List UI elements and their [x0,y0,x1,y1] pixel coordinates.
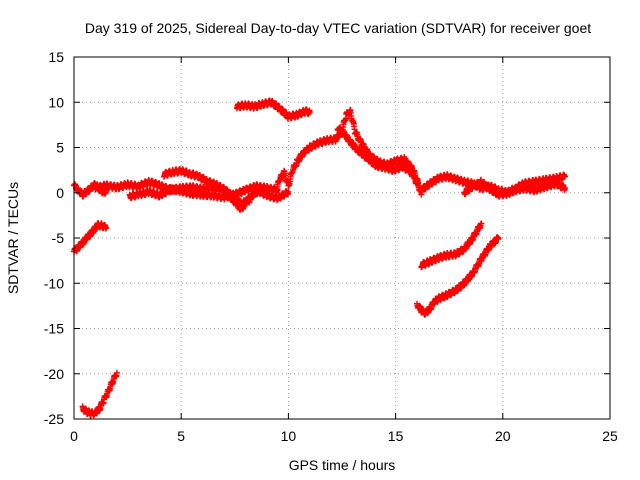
series-arc-11 [461,176,568,200]
x-tick-label: 20 [495,428,511,444]
y-tick-label: -5 [52,230,65,246]
x-tick-label: 5 [177,428,185,444]
x-axis-label: GPS time / hours [289,457,396,473]
y-tick-label: -10 [44,275,64,291]
chart-title: Day 319 of 2025, Sidereal Day-to-day VTE… [85,20,591,36]
x-tick-label: 10 [281,428,297,444]
y-tick-label: 10 [48,94,64,110]
y-tick-label: 5 [56,140,64,156]
grid-layer [74,57,610,419]
x-tick-label: 25 [602,428,618,444]
x-tick-label: 0 [70,428,78,444]
y-tick-label: -15 [44,321,64,337]
series-arc-6 [161,166,253,209]
series-arc-9 [334,124,423,191]
y-tick-label: 15 [48,49,64,65]
y-tick-label: 0 [56,185,64,201]
series-arc-2 [71,220,110,255]
x-tick-label: 15 [388,428,404,444]
series-arc-12 [418,220,485,271]
tick-layer: 0 5 10 15 20 25 -25 -20 -15 -10 -5 0 5 10 15 [44,49,618,444]
y-tick-label: -25 [44,411,64,427]
data-layer [71,97,568,419]
series-arc-3 [79,369,120,419]
series-arc-13 [414,234,502,318]
y-tick-label: -20 [44,366,64,382]
y-axis-label: SDTVAR / TECUs [5,182,21,294]
series-arc-7 [233,97,313,122]
